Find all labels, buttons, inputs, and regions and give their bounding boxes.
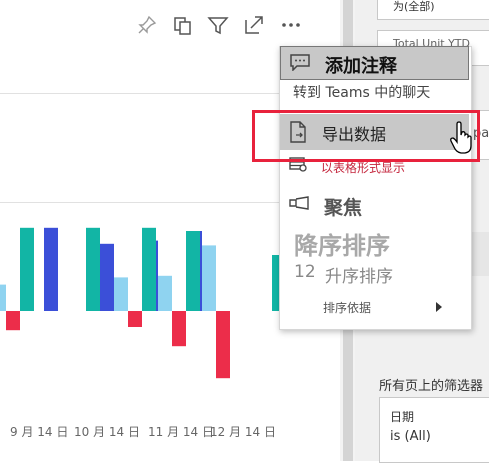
visual-header-toolbar: [0, 0, 340, 44]
copy-icon[interactable]: [172, 14, 194, 36]
chart-bar[interactable]: [142, 227, 156, 311]
x-axis-tick-label: 9 月 14 日: [10, 425, 68, 439]
date-filter-card[interactable]: [379, 397, 489, 463]
table-view-icon: [289, 157, 307, 172]
menu-item-label: 导出数据: [322, 125, 387, 144]
menu-item-add-comment[interactable]: 添加注释: [280, 46, 469, 80]
chart-bar[interactable]: [114, 277, 128, 311]
menu-item-label: 聚焦: [324, 197, 363, 219]
menu-item-sort-descending[interactable]: 降序排序: [294, 226, 464, 260]
chart-bar[interactable]: [158, 275, 172, 311]
menu-item-sort-by[interactable]: 排序依据: [280, 296, 469, 318]
chart-bar[interactable]: [86, 227, 100, 311]
date-filter-label: 日期: [390, 410, 415, 424]
menu-item-label: 升序排序: [325, 267, 393, 287]
menu-item-label: 转到 Teams 中的聊天: [293, 85, 431, 101]
divider-line: [0, 202, 280, 203]
spotlight-icon: [289, 196, 309, 210]
menu-item-sort-ascending[interactable]: 12 升序排序: [294, 262, 464, 287]
menu-item-spotlight[interactable]: 聚焦: [280, 192, 469, 220]
column-chart: 9 月 14 日 10 月 14 日 11 月 14 日12 月 14 日: [0, 227, 286, 439]
chart-bar[interactable]: [216, 311, 230, 379]
pin-icon[interactable]: [136, 14, 158, 36]
more-options-menu: [279, 46, 472, 330]
sort-ascending-prefix: 12: [294, 262, 316, 282]
filter-icon[interactable]: [207, 14, 229, 36]
date-filter-value: is (All): [390, 429, 431, 444]
menu-item-show-as-table[interactable]: 以表格形式显示: [280, 154, 469, 182]
more-options-icon[interactable]: [280, 14, 302, 36]
menu-item-label: 排序依据: [323, 301, 372, 315]
chart-bar[interactable]: [128, 311, 142, 327]
chart-bar[interactable]: [202, 245, 216, 311]
chart-bar[interactable]: [0, 284, 6, 311]
x-axis-tick-label: 12 月 14 日: [210, 425, 276, 439]
focus-mode-icon[interactable]: [243, 14, 265, 36]
menu-item-chat-in-teams[interactable]: 转到 Teams 中的聊天: [293, 82, 469, 104]
chart-bar[interactable]: [20, 227, 34, 311]
menu-item-label: 以表格形式显示: [321, 161, 406, 175]
chevron-right-icon: [436, 302, 442, 312]
chart-bar[interactable]: [186, 231, 200, 311]
filter-card[interactable]: [377, 0, 489, 20]
menu-item-label: 添加注释: [325, 56, 397, 77]
filter-card-value: 为(全部): [393, 0, 435, 13]
filters-on-all-pages-heading: 所有页上的筛选器: [379, 379, 484, 394]
hand-cursor-icon: [450, 121, 472, 154]
chart-bar[interactable]: [6, 311, 20, 331]
chart-bar[interactable]: [100, 243, 114, 311]
divider-line: [0, 93, 280, 94]
menu-item-label: 降序排序: [294, 232, 390, 260]
x-axis-tick-label: 11 月 14 日: [148, 425, 214, 439]
export-file-icon: [290, 121, 306, 143]
chart-bar[interactable]: [44, 227, 58, 311]
chart-bar[interactable]: [172, 311, 186, 347]
comment-icon: [290, 54, 310, 71]
x-axis-tick-label: 10 月 14 日: [74, 425, 140, 439]
menu-item-export-data[interactable]: 导出数据: [280, 114, 469, 150]
filter-card-partial-text: pa: [473, 126, 489, 141]
